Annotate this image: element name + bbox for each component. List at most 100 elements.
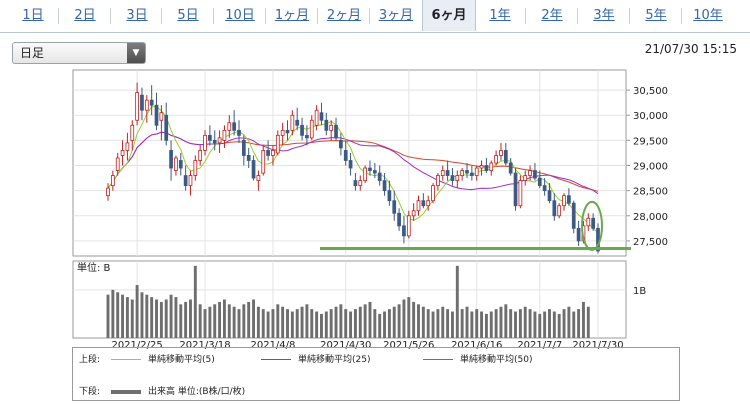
ma25-label: 単純移動平均(25) — [298, 355, 371, 365]
volume-bar — [543, 311, 547, 338]
volume-bar — [184, 301, 188, 338]
chart-legend: 上段: 単純移動平均(5) 単純移動平均(25) 単純移動平均(50) 下段: … — [72, 347, 680, 401]
candle-body — [183, 175, 188, 187]
volume-bar — [135, 285, 139, 338]
x-tick-label: 2021/5/26 — [383, 340, 434, 351]
volume-bar — [247, 301, 251, 338]
tab-9[interactable]: 6ヶ月 — [422, 0, 476, 31]
period-tab-bar: 1日 2日 3日 5日 10日 1ヶ月 2ヶ月 3ヶ月 6ヶ月 1年 2年 3年 5年 10年 — [0, 0, 750, 33]
tab-2[interactable]: 2日 — [74, 8, 96, 23]
volume-bar — [305, 304, 309, 338]
volume-bar — [397, 304, 401, 338]
candle-body — [426, 200, 431, 207]
candle-body — [363, 167, 367, 181]
last-updated-timestamp: 21/07/30 15:15 — [644, 42, 737, 56]
candle-body — [445, 170, 450, 176]
candle-body — [135, 92, 139, 121]
volume-bar — [339, 304, 343, 338]
candle-body — [358, 180, 363, 187]
candle-body — [237, 129, 241, 136]
tab-8[interactable]: 3ヶ月 — [378, 8, 414, 23]
tab-3[interactable]: 3日 — [126, 8, 148, 23]
volume-bar — [130, 299, 134, 338]
tab-1[interactable]: 1日 — [22, 8, 44, 23]
volume-bar — [271, 309, 275, 338]
volume-bar — [310, 309, 314, 338]
tab-divider — [58, 8, 59, 24]
volume-bar — [232, 306, 236, 338]
volume-bar — [334, 306, 338, 338]
candle-body — [125, 142, 130, 151]
volume-bar — [465, 306, 469, 338]
legend-lower-label: 下段: — [79, 387, 101, 397]
ma-line-5 — [107, 106, 599, 234]
candle-body — [120, 150, 125, 156]
candle-body — [314, 109, 319, 126]
candle-body — [305, 134, 309, 139]
candle-interval-select[interactable]: 日足 ▼ — [12, 42, 146, 64]
ma50-swatch — [423, 359, 453, 360]
chevron-down-icon: ▼ — [127, 43, 145, 63]
volume-bar — [446, 309, 450, 338]
y-tick-label: 29,000 — [633, 162, 668, 173]
candle-body — [339, 139, 343, 149]
volume-bar — [320, 313, 323, 338]
volume-bar — [300, 306, 304, 338]
candle-body — [586, 217, 591, 227]
volume-bar — [586, 306, 590, 338]
tab-divider — [110, 8, 111, 24]
candle-body — [416, 200, 421, 212]
candle-body — [178, 160, 183, 169]
candle-body — [149, 99, 154, 106]
candle-body — [474, 167, 479, 176]
volume-bar — [242, 304, 246, 338]
candle-body — [523, 175, 528, 181]
tab-14[interactable]: 10年 — [693, 8, 723, 23]
candle-body — [212, 139, 217, 144]
x-tick-label: 2021/7/7 — [517, 340, 562, 351]
candle-body — [217, 137, 222, 144]
candle-body — [266, 150, 270, 156]
legend-ma50: 単純移動平均(50) — [423, 352, 532, 365]
volume-bar — [509, 309, 513, 338]
candle-body — [576, 227, 581, 242]
volume-bar — [484, 313, 488, 338]
candle-body — [154, 104, 159, 126]
volume-bar — [387, 309, 391, 338]
y-tick-label: 28,000 — [633, 212, 668, 223]
candle-body — [397, 212, 401, 227]
volume-bar — [451, 311, 454, 338]
candle-body — [251, 160, 256, 179]
candle-body — [343, 150, 348, 161]
volume-bar — [455, 265, 459, 338]
candle-body — [174, 157, 178, 171]
candle-body — [465, 170, 469, 174]
tab-7[interactable]: 2ヶ月 — [326, 8, 362, 23]
candle-body — [159, 112, 164, 121]
candle-body — [494, 155, 498, 164]
tab-4[interactable]: 5日 — [177, 8, 199, 23]
volume-bar — [227, 304, 231, 338]
volume-bar — [436, 309, 440, 338]
y-tick-label: 27,500 — [633, 237, 668, 248]
candle-body — [222, 129, 227, 141]
candle-body — [387, 190, 392, 202]
candle-interval-value: 日足 — [20, 46, 45, 60]
tab-10[interactable]: 1年 — [489, 8, 511, 23]
tab-6[interactable]: 1ヶ月 — [274, 8, 310, 23]
ma5-label: 単純移動平均(5) — [148, 355, 215, 365]
volume-bar — [208, 306, 212, 338]
volume-bar — [329, 309, 333, 338]
volume-bar — [557, 313, 561, 338]
tab-11[interactable]: 2年 — [541, 8, 563, 23]
tab-5[interactable]: 10日 — [225, 8, 255, 23]
candle-body — [334, 124, 338, 139]
candle-body — [591, 217, 596, 229]
volume-bar — [111, 289, 115, 338]
volume-bar — [344, 309, 348, 338]
volume-bar — [518, 309, 522, 338]
tab-13[interactable]: 5年 — [645, 8, 667, 23]
tab-12[interactable]: 3年 — [593, 8, 615, 23]
candle-body — [436, 175, 440, 187]
